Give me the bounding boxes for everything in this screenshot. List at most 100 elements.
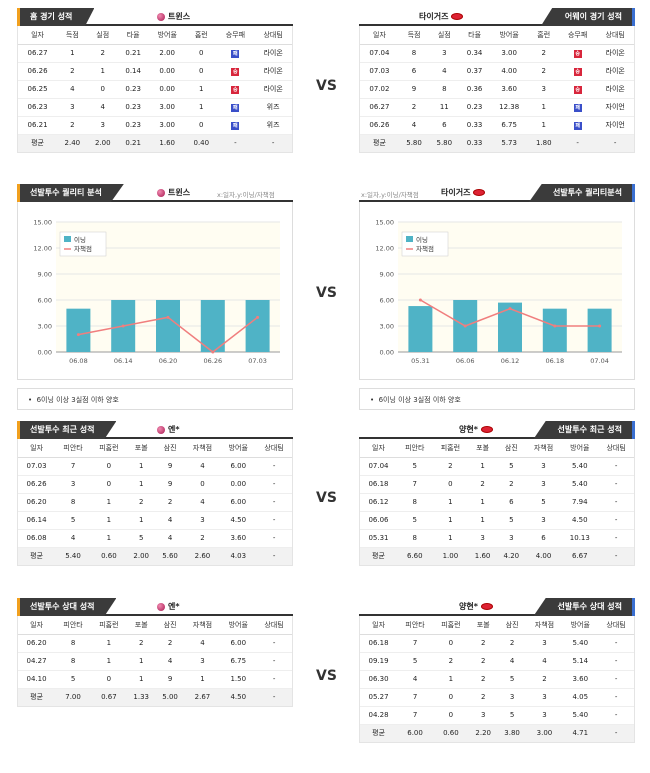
table-cell: 2	[57, 62, 88, 81]
table-cell: 2	[526, 670, 563, 689]
home-results-tab[interactable]: 홈 경기 성적	[17, 8, 95, 26]
table-cell: 라이온	[596, 62, 634, 81]
versus-right-tab[interactable]: 선발투수 상대 성적	[533, 598, 635, 616]
table-cell: -	[256, 634, 292, 653]
table-cell: 04.28	[360, 706, 398, 725]
table-cell: -	[256, 670, 292, 689]
table-row: 06.20 8 1 2 2 4 6.00-	[18, 634, 292, 653]
column-header: 상대팀	[598, 439, 634, 458]
x-tick-label: 06.06	[456, 357, 475, 365]
table-cell: 9	[155, 475, 185, 494]
bar-innings	[498, 302, 522, 352]
quality-left-chart: 0.00 3.00 6.00 9.00 12.00 15.00 06.08 06.14 06.2…	[17, 202, 293, 380]
table-cell: -	[598, 706, 634, 725]
table-cell: 4.50	[220, 511, 257, 530]
table-average-row: 평균 5.40 0.60 2.00 5.60 2.60 4.03-	[18, 547, 292, 565]
table-cell: 3	[468, 529, 497, 548]
quality-right-note-text: 6이닝 이상 3실점 이하 양호	[378, 396, 461, 404]
table-cell: 8	[55, 493, 91, 512]
table-cell: 9	[155, 670, 185, 689]
table-cell: -	[256, 529, 292, 548]
table-cell: 05.31	[360, 529, 397, 548]
table-average-row: 평균 6.00 0.60 2.20 3.80 3.00 4.71-	[360, 724, 634, 742]
recent-right-tab[interactable]: 선발투수 최근 성적	[533, 421, 635, 439]
table-cell: 7	[397, 706, 433, 725]
column-header: 방어율	[489, 26, 529, 45]
average-cell: 0.33	[459, 134, 490, 152]
table-cell: 패	[216, 98, 255, 117]
table-cell: 5	[525, 493, 562, 512]
average-cell: 3.00	[526, 724, 563, 742]
table-cell: 5	[126, 529, 156, 548]
column-header: 일자	[360, 26, 399, 45]
table-header-row: 일자 피안타 피홈런 포볼 삼진 자책점 방어율 상대팀	[18, 616, 292, 635]
column-header: 삼진	[155, 439, 185, 458]
column-header: 일자	[18, 439, 56, 458]
result-badge: 승	[231, 67, 240, 76]
versus-left-tab[interactable]: 선발투수 상대 성적	[17, 598, 117, 616]
table-cell: 4	[155, 529, 185, 548]
table-cell: 1	[90, 652, 127, 671]
table-cell: 3.60	[562, 670, 599, 689]
quality-right-header: x:일자,y:이닝/자책점 타이거즈 선발투수 퀄리티분석	[359, 184, 635, 202]
table-cell: 3.60	[489, 80, 529, 99]
table-cell: 1	[468, 493, 497, 512]
twins-logo-icon	[157, 12, 165, 21]
table-cell: 7	[55, 457, 91, 476]
table-cell: 1	[468, 457, 497, 476]
table-cell: 0.37	[459, 62, 490, 81]
table-cell: 3	[87, 116, 118, 135]
table-cell: 0.23	[117, 80, 149, 99]
table-cell: 06.26	[360, 116, 399, 135]
table-cell: 07.03	[360, 62, 399, 81]
table-cell: 06.27	[360, 98, 399, 117]
table-cell: 06.18	[360, 634, 398, 653]
recent-left-tab[interactable]: 선발투수 최근 성적	[17, 421, 117, 439]
table-row: 06.27 1 2 0.21 2.00 0 패 라이온	[18, 44, 292, 63]
table-cell: 2	[496, 475, 526, 494]
table-cell: 7	[397, 634, 433, 653]
column-header: 피홈런	[432, 616, 469, 635]
versus-left-table: 일자 피안타 피홈런 포볼 삼진 자책점 방어율 상대팀 06.20 8 1 2 2 4 6.00-04.2…	[18, 616, 292, 706]
bar-innings	[156, 300, 180, 352]
table-cell: 06.25	[18, 80, 58, 99]
table-cell: 2	[468, 652, 498, 671]
table-cell: 3	[57, 98, 88, 117]
average-cell: 5.80	[398, 134, 430, 152]
column-header: 일자	[360, 439, 397, 458]
table-cell: -	[598, 475, 634, 494]
table-cell: 2	[432, 652, 469, 671]
quality-right-team-name: 타이거즈	[441, 188, 471, 197]
versus-right-team-name: 양현*	[459, 602, 478, 611]
bar-innings	[66, 308, 91, 352]
table-cell: 0.00	[220, 475, 257, 494]
home-results-header: 홈 경기 성적 트윈스	[17, 8, 293, 26]
quality-right-tab[interactable]: 선발투수 퀄리티분석	[528, 184, 635, 202]
point-earned-runs	[256, 315, 260, 319]
table-row: 04.27 8 1 1 4 3 6.75-	[18, 652, 292, 671]
table-cell: 8	[398, 44, 430, 63]
x-tick-label: 06.08	[69, 357, 88, 365]
average-cell: 0.67	[90, 688, 127, 706]
table-cell: 2.00	[148, 44, 187, 63]
table-cell: 자이언	[596, 98, 634, 117]
column-header: 피안타	[396, 439, 433, 458]
table-cell: 1	[126, 511, 156, 530]
table-header-row: 일자 득점 실점 타율 방어율 홈런 승무패 상대팀	[360, 26, 634, 45]
versus-left-team-name: 엔*	[168, 602, 180, 611]
table-cell: 6	[496, 493, 526, 512]
average-cell: -	[256, 688, 292, 706]
table-cell: 4	[155, 511, 185, 530]
table-cell: 7.94	[561, 493, 599, 512]
legend-label-earned-runs: 자책점	[416, 244, 434, 253]
table-cell: 1	[468, 511, 497, 530]
table-cell: 0	[184, 475, 221, 494]
table-cell: 3	[526, 634, 563, 653]
away-results-tab[interactable]: 어웨이 경기 성적	[540, 8, 635, 26]
vs-label-2: VS	[316, 285, 337, 301]
quality-left-tab[interactable]: 선발투수 퀄리티 분석	[17, 184, 124, 202]
table-row: 06.30 4 1 2 5 2 3.60-	[360, 670, 634, 689]
table-cell: 0	[432, 706, 469, 725]
y-tick-label: 3.00	[380, 323, 394, 331]
quality-left-team-name: 트윈스	[168, 188, 191, 197]
